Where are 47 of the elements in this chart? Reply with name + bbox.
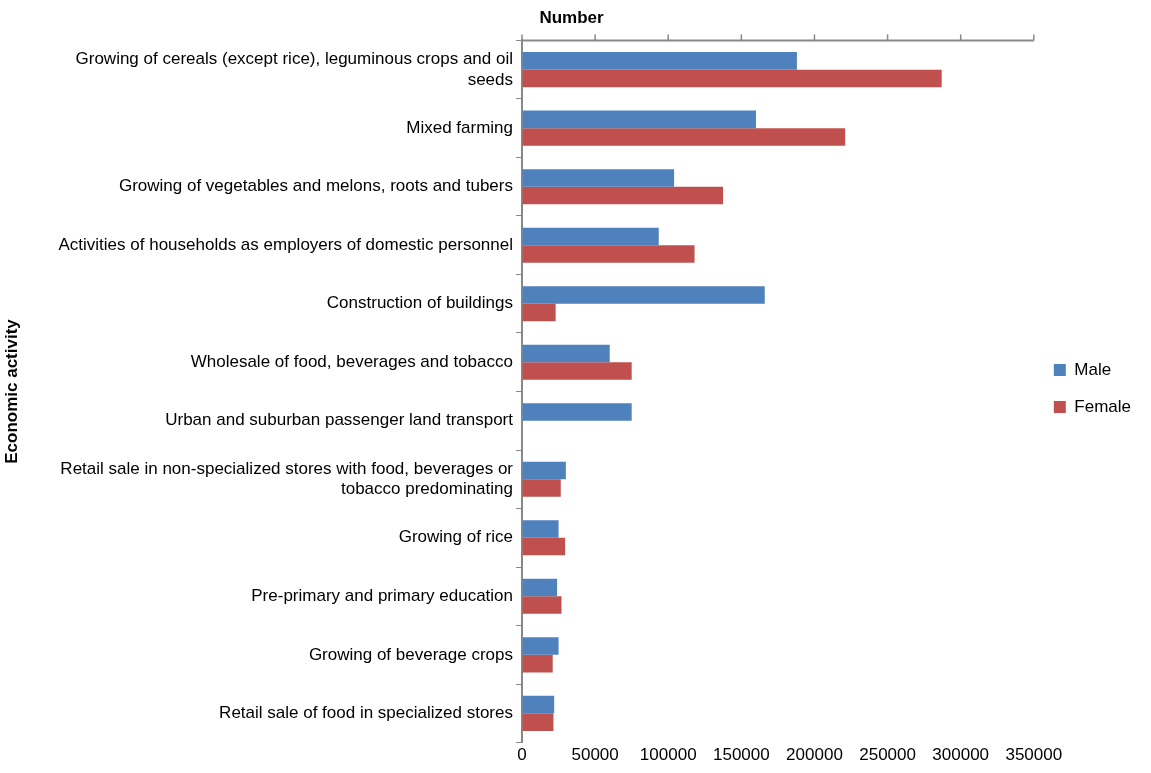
y-axis-title: Economic activity (1, 318, 21, 464)
y-tick-label: Growing of rice (398, 527, 513, 547)
bar (522, 461, 566, 480)
bar (522, 654, 553, 673)
x-tick-label: 300000 (932, 745, 990, 765)
y-tick-label: Retail sale in non-specialized stores with food, beverages or tobacco predominating (60, 458, 514, 499)
x-tick-label: 200000 (786, 745, 843, 765)
y-tick-label: Construction of buildings (326, 293, 513, 313)
bar (522, 245, 695, 263)
bar (522, 128, 846, 146)
x-tick-label: 100000 (639, 745, 697, 765)
bar (522, 713, 554, 731)
bar (522, 52, 797, 70)
bar (522, 637, 559, 655)
y-tick-label: Urban and suburban passenger land transport (165, 410, 514, 430)
x-tick-label: 350000 (1005, 745, 1063, 765)
bar (522, 695, 555, 714)
x-tick-label: 50000 (571, 745, 619, 765)
bar (522, 479, 561, 497)
y-tick-label: Growing of vegetables and melons, roots and tubers (118, 176, 513, 196)
y-tick-label: Retail sale of food in specialized stores (219, 703, 513, 723)
x-tick-label: 150000 (712, 745, 770, 765)
y-tick-label: Mixed farming (406, 117, 513, 137)
bar (522, 520, 559, 538)
bar (522, 227, 659, 246)
x-tick-label: 0 (517, 745, 527, 765)
legend-label: Male (1074, 359, 1112, 379)
bar (522, 169, 675, 187)
y-tick-label: Wholesale of food, beverages and tobacco (190, 351, 513, 371)
bar (522, 362, 632, 380)
bar (522, 537, 566, 556)
bar (522, 69, 942, 88)
y-tick-label: Growing of cereals (except rice), leguminous crops and oil seeds (75, 49, 513, 89)
y-tick-label: Growing of beverage crops (308, 644, 513, 664)
bar (522, 403, 632, 421)
legend-label: Female (1074, 396, 1131, 416)
bar (522, 110, 756, 129)
bar (522, 596, 562, 614)
bar (522, 286, 765, 304)
x-axis-title: Number (539, 7, 604, 27)
bar (522, 303, 556, 322)
bar (522, 186, 724, 205)
bar (522, 578, 558, 597)
y-tick-label: Activities of households as employers of domestic personnel (58, 234, 513, 254)
y-tick-label: Pre-primary and primary education (251, 586, 513, 605)
x-tick-label: 250000 (859, 745, 916, 765)
bar (522, 344, 610, 363)
